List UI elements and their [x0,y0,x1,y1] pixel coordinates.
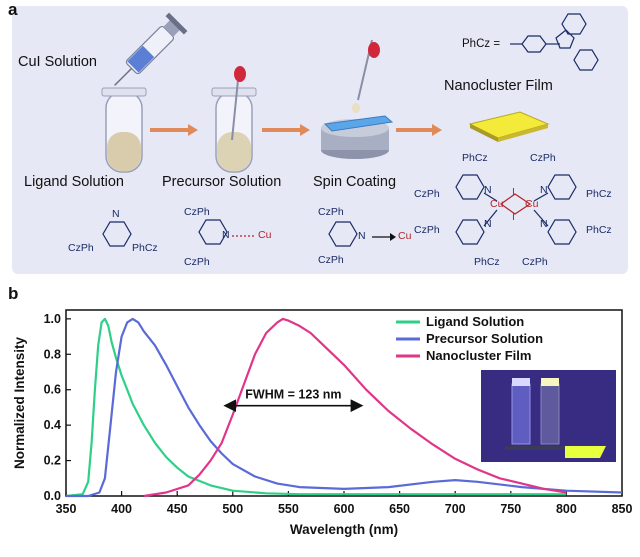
spin-coating-label: Spin Coating [313,174,397,190]
x-tick-label: 450 [167,502,188,516]
spin-czph-top: CzPh [318,206,344,218]
precursor-czph-top: CzPh [184,206,210,218]
cluster-i-1: I [512,186,515,198]
cluster-core [499,193,532,215]
cluster-phcz-bl: PhCz [474,256,500,268]
photo-inset [481,370,616,462]
y-tick-label: 0.2 [44,454,61,468]
x-tick-label: 500 [222,502,243,516]
precursor-tube-icon [211,66,257,173]
cui-solution-label: CuI Solution [18,54,97,70]
spin-czph-bottom: CzPh [318,254,344,266]
x-tick-label: 700 [445,502,466,516]
x-axis-label: Wavelength (nm) [290,522,398,537]
precursor-structure [198,219,256,245]
cluster-czph-l1: CzPh [414,188,440,200]
panel-a-label: a [8,0,18,19]
cluster-czph-l2: CzPh [414,224,440,236]
phcz-definition: PhCz = [462,38,501,50]
ligand-tube-icon [101,87,147,173]
spin-structure [328,221,396,247]
fwhm-annotation: FWHM = 123 nm [245,388,341,402]
series-line-precursor-solution [66,317,623,498]
cluster-n-2: N [540,184,548,196]
x-tick-label: 650 [389,502,410,516]
legend-label: Ligand Solution [426,314,524,329]
cluster-phcz-r2: PhCz [586,224,612,236]
precursor-solution-label: Precursor Solution [162,174,282,190]
phcz-structure [510,13,599,71]
ligand-structure [102,221,132,247]
cluster-n-4: N [540,218,548,230]
nanocluster-film-label: Nanocluster Film [444,78,553,94]
cluster-cu-2: Cu [525,198,539,210]
cluster-n-3: N [484,218,492,230]
y-tick-label: 0.6 [44,383,61,397]
x-tick-label: 550 [278,502,299,516]
y-tick-label: 0.0 [44,489,61,503]
cluster-phcz-r1: PhCz [586,188,612,200]
x-tick-label: 350 [56,502,77,516]
ligand-solution-label: Ligand Solution [24,174,124,190]
cluster-czph-tr: CzPh [530,152,556,164]
schematic-drawing [101,12,599,247]
legend-label: Precursor Solution [426,331,543,346]
ligand-n: N [112,208,120,220]
x-tick-label: 750 [500,502,521,516]
y-tick-label: 1.0 [44,312,61,326]
cluster-i-2: I [512,211,515,223]
spin-cu: Cu [398,230,412,242]
cluster-cu-1: Cu [490,198,504,210]
ligand-czph: CzPh [68,242,94,254]
cluster-phcz-tl: PhCz [462,152,488,164]
panel-b-label: b [8,284,19,303]
y-tick-label: 0.8 [44,347,61,361]
precursor-n: N [222,229,230,241]
cluster-n-1: N [484,184,492,196]
cluster-pyridine-rings [455,174,577,245]
series-line-ligand-solution [65,317,567,498]
x-tick-label: 400 [111,502,132,516]
legend-label: Nanocluster Film [426,348,531,363]
y-tick-label: 0.4 [44,418,61,432]
precursor-cu: Cu [258,229,272,241]
spin-n: N [358,230,366,242]
x-tick-label: 850 [612,502,633,516]
syringe-icon [114,12,188,86]
ligand-phcz: PhCz [132,242,158,254]
precursor-czph-bottom: CzPh [184,256,210,268]
x-tick-label: 800 [556,502,577,516]
y-axis-label: Normalized Intensity [12,336,27,469]
film-icon [468,111,550,142]
series-line-nanocluster-film [143,317,567,498]
process-arrows [150,124,442,136]
x-tick-label: 600 [334,502,355,516]
spin-coater-icon [321,39,394,159]
cluster-czph-br: CzPh [522,256,548,268]
emission-spectra-chart: 350 400 450 500 550 600 650 700 750 800 850 0.0 0.2 0… [12,309,633,537]
